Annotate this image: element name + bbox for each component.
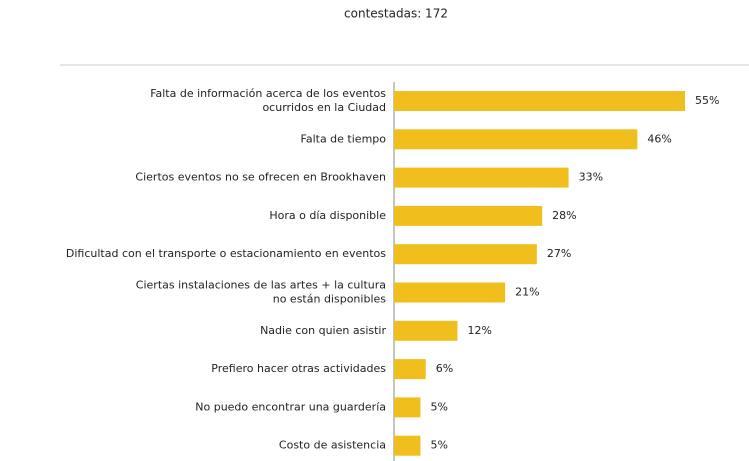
category-label: Nadie con quien asistir [260, 324, 386, 337]
category-label: Ciertos eventos no se ofrecen en Brookha… [135, 171, 386, 184]
bar [394, 91, 685, 111]
value-label: 21% [515, 286, 539, 299]
value-label: 55% [695, 94, 719, 107]
category-label: Hora o día disponible [269, 209, 386, 222]
bar [394, 129, 638, 150]
category-label: Ciertas instalaciones de las artes + la … [136, 279, 386, 306]
value-label: 12% [467, 324, 491, 337]
bar [394, 244, 537, 265]
value-label: 5% [430, 400, 447, 413]
bar [394, 359, 426, 380]
bar [394, 320, 458, 341]
category-label: Dificultad con el transporte o estaciona… [66, 247, 386, 260]
bar [394, 397, 421, 418]
category-label: Costo de asistencia [279, 439, 386, 452]
bar [394, 205, 543, 226]
bar [394, 282, 506, 303]
value-label: 5% [430, 439, 447, 452]
category-label: No puedo encontrar una guardería [195, 400, 386, 413]
category-label: Falta de información acerca de los event… [150, 87, 386, 114]
value-label: 28% [552, 209, 576, 222]
category-label: Falta de tiempo [301, 132, 387, 145]
bar [394, 435, 421, 456]
value-label: 33% [579, 171, 603, 184]
value-label: 27% [547, 247, 571, 260]
chart-subtitle: contestadas: 172 [344, 7, 448, 21]
bar [394, 167, 569, 188]
value-label: 6% [436, 362, 453, 375]
category-label: Prefiero hacer otras actividades [211, 362, 386, 375]
value-label: 46% [647, 132, 671, 145]
